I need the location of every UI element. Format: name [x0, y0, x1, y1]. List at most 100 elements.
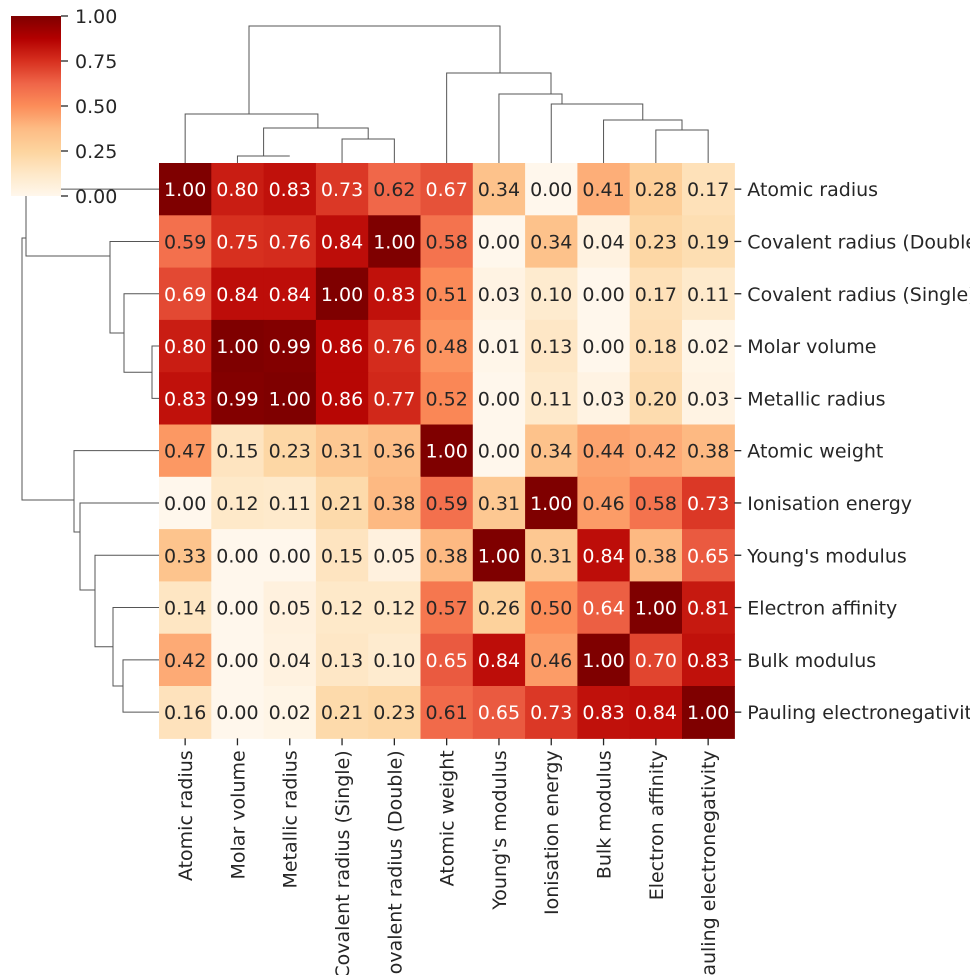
- heatmap-cell: [420, 476, 474, 530]
- row-label: Bulk modulus: [747, 650, 876, 672]
- heatmap-cell: [472, 476, 526, 530]
- heatmap-cell: [315, 163, 369, 216]
- heatmap-cell: [629, 372, 683, 426]
- cell-value-label: 0.18: [635, 336, 677, 358]
- cell-value-label: 0.50: [530, 598, 572, 620]
- heatmap-cell: [525, 267, 578, 321]
- heatmap-cell: [263, 163, 317, 216]
- row-label: Atomic radius: [747, 179, 878, 201]
- cell-value-label: 0.76: [269, 231, 311, 253]
- heatmap-cell: [368, 319, 422, 373]
- cell-value-label: 0.00: [582, 284, 624, 306]
- cell-value-label: 0.23: [373, 702, 415, 724]
- heatmap-cell: [577, 319, 631, 373]
- heatmap-cell: [629, 424, 683, 478]
- cell-value-label: 0.83: [373, 284, 415, 306]
- cell-value-label: 0.05: [373, 545, 415, 567]
- heatmap-cell: [263, 372, 317, 426]
- heatmap-cell: [315, 215, 369, 269]
- heatmap-cell: [211, 633, 265, 687]
- cell-value-label: 0.38: [425, 545, 467, 567]
- cell-value-label: 0.58: [635, 493, 677, 515]
- cell-value-label: 0.12: [216, 493, 258, 515]
- heatmap-cell: [629, 215, 683, 269]
- cell-value-label: 0.77: [373, 388, 415, 410]
- heatmap-cell: [420, 215, 474, 269]
- dendrogram-link: [263, 127, 369, 156]
- cell-value-label: 0.11: [687, 284, 729, 306]
- row-label: Covalent radius (Single): [747, 284, 970, 306]
- heatmap-cell: [577, 372, 631, 426]
- cell-value-label: 1.00: [269, 388, 311, 410]
- dendrogram-link: [122, 659, 159, 713]
- cell-value-label: 0.31: [530, 545, 572, 567]
- heatmap-cell: [159, 215, 212, 269]
- heatmap-cell: [472, 163, 526, 216]
- heatmap-cell: [420, 424, 474, 478]
- heatmap-cell: [472, 267, 526, 321]
- heatmap-cell: [368, 424, 422, 478]
- heatmap-cell: [577, 686, 631, 739]
- cell-value-label: 0.33: [164, 545, 206, 567]
- heatmap-cell: [629, 476, 683, 530]
- cell-value-label: 0.75: [216, 231, 258, 253]
- heatmap-cell: [420, 319, 474, 373]
- cell-value-label: 0.73: [321, 179, 363, 201]
- column-label: Pauling electronegativity: [698, 750, 720, 975]
- cell-value-label: 0.57: [425, 598, 467, 620]
- heatmap-cell: [472, 686, 526, 739]
- heatmap-cell: [315, 476, 369, 530]
- cell-value-label: 0.17: [635, 284, 677, 306]
- heatmap-cell: [315, 686, 369, 739]
- row-label: Electron affinity: [747, 598, 897, 620]
- heatmap-cell: [368, 215, 422, 269]
- heatmap-cell: [525, 163, 578, 216]
- cell-value-label: 0.86: [321, 388, 363, 410]
- cell-value-label: 0.11: [530, 388, 572, 410]
- cell-value-label: 0.84: [582, 545, 624, 567]
- heatmap-cell: [682, 319, 735, 373]
- cell-value-label: 0.13: [530, 336, 572, 358]
- heatmap-cell: [420, 267, 474, 321]
- cell-value-label: 0.00: [269, 545, 311, 567]
- column-label: Covalent radius (Double): [384, 750, 406, 975]
- heatmap-cell: [420, 686, 474, 739]
- cell-value-label: 0.11: [269, 493, 311, 515]
- heatmap-cell: [525, 372, 578, 426]
- heatmap-cell: [682, 372, 735, 426]
- row-label: Atomic weight: [747, 441, 883, 463]
- column-dendrogram: [184, 25, 709, 163]
- cell-value-label: 1.00: [478, 545, 520, 567]
- cell-value-label: 0.99: [269, 336, 311, 358]
- dendrogram-link: [603, 119, 683, 163]
- cell-value-label: 0.12: [373, 598, 415, 620]
- heatmap-cell: [263, 529, 317, 582]
- cell-value-label: 0.00: [216, 702, 258, 724]
- heatmap-cell: [263, 319, 317, 373]
- heatmap-cell: [420, 529, 474, 582]
- heatmap-cell: [577, 476, 631, 530]
- cell-value-label: 0.23: [269, 441, 311, 463]
- cell-value-label: 0.46: [530, 650, 572, 672]
- cell-value-label: 1.00: [425, 441, 467, 463]
- cell-value-label: 0.31: [478, 493, 520, 515]
- cell-value-label: 0.42: [164, 650, 206, 672]
- heatmap-cell: [472, 633, 526, 687]
- cell-value-label: 0.47: [164, 441, 206, 463]
- cell-value-label: 0.48: [425, 336, 467, 358]
- cell-value-label: 1.00: [216, 336, 258, 358]
- cell-value-label: 0.03: [687, 388, 729, 410]
- heatmap-cells: 1.00 0.80 0.83 0.73 0.62 0.67 0.34 0.00 0.41 0.28…: [159, 163, 735, 739]
- cell-value-label: 0.00: [478, 441, 520, 463]
- heatmap-cell: [368, 686, 422, 739]
- cell-value-label: 0.84: [216, 284, 258, 306]
- heatmap-cell: [368, 476, 422, 530]
- cell-value-label: 0.84: [635, 702, 677, 724]
- column-label: Electron affinity: [646, 750, 668, 900]
- cell-value-label: 1.00: [635, 598, 677, 620]
- heatmap-cell: [159, 476, 212, 530]
- colorbar-tick-label: 0.50: [75, 96, 117, 118]
- dendrogram-link: [184, 113, 319, 163]
- heatmap-cell: [472, 424, 526, 478]
- cell-value-label: 0.14: [164, 598, 206, 620]
